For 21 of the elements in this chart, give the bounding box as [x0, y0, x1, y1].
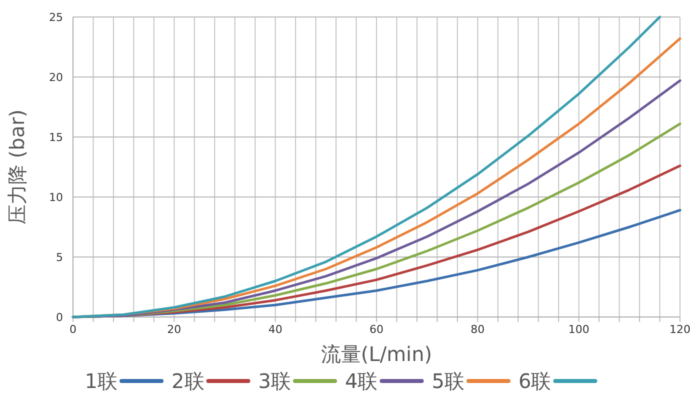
legend-label: 3联	[258, 369, 291, 393]
x-tick-label: 20	[167, 323, 182, 336]
y-tick-label: 15	[49, 131, 63, 144]
x-tick-label: 120	[670, 323, 690, 336]
y-tick-label: 25	[49, 11, 63, 24]
legend-label: 6联	[518, 369, 552, 393]
x-tick-label: 0	[70, 323, 76, 336]
x-tick-label: 100	[568, 323, 590, 336]
legend-label: 4联	[345, 369, 378, 393]
y-tick-label: 20	[49, 71, 63, 84]
x-axis-title: 流量(L/min)	[320, 342, 432, 366]
legend-label: 5联	[432, 369, 464, 393]
y-tick-label: 5	[56, 251, 63, 264]
y-tick-label: 0	[56, 311, 63, 324]
x-tick-label: 60	[370, 323, 384, 336]
legend-label: 2联	[172, 369, 204, 393]
legend-label: 1联	[84, 369, 118, 393]
y-axis-title: 压力降 (bar)	[5, 109, 29, 225]
x-tick-label: 40	[268, 323, 282, 336]
y-tick-label: 10	[49, 191, 63, 204]
x-tick-label: 80	[470, 323, 485, 336]
